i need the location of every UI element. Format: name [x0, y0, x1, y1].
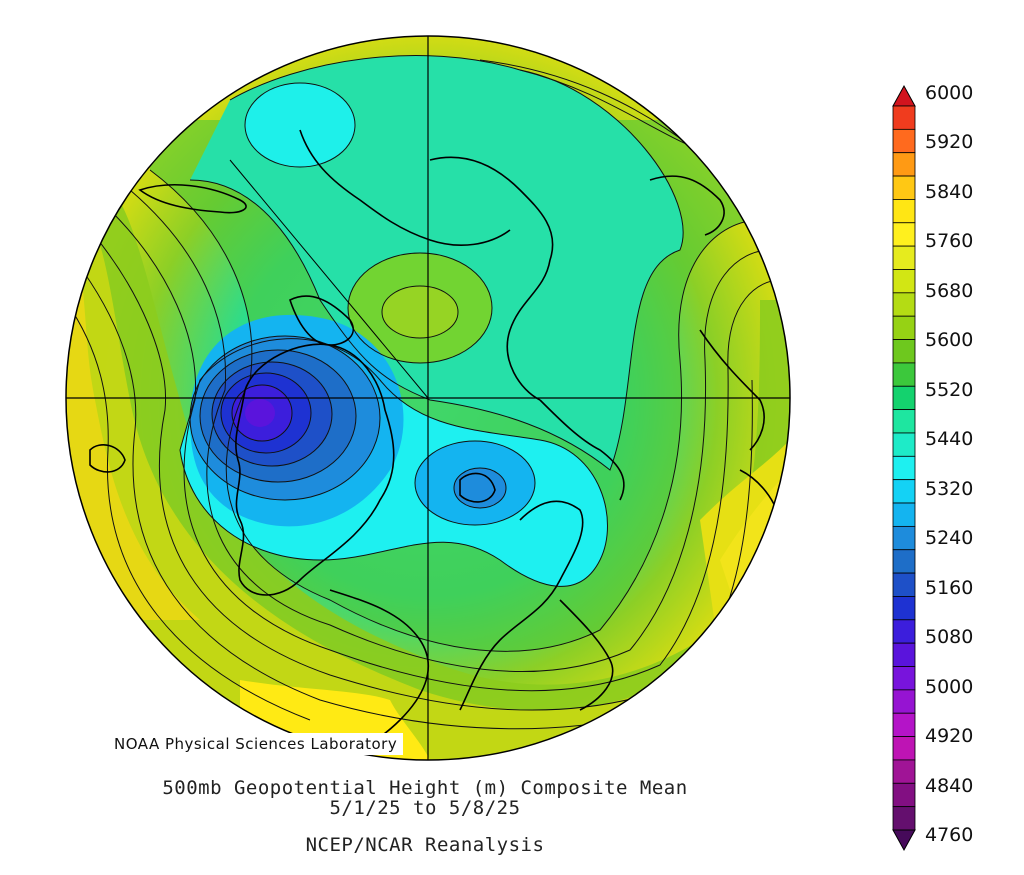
colorbar-bottom-arrow: [892, 829, 916, 852]
colorbar-tick-label: 6000: [925, 82, 974, 104]
colorbar-swatch: [892, 222, 916, 247]
colorbar-swatch: [892, 642, 916, 667]
colorbar-tick-label: 5000: [925, 675, 974, 698]
colorbar-tick-label: 5160: [925, 576, 974, 599]
map-border: [65, 35, 791, 761]
colorbar-swatch: [892, 712, 916, 737]
credit-label: NOAA Physical Sciences Laboratory: [108, 733, 404, 755]
colorbar-tick-label: 5440: [925, 428, 974, 451]
colorbar-swatch: [892, 689, 916, 714]
colorbar-tick-label: 5840: [925, 180, 974, 203]
colorbar-swatch: [892, 105, 916, 130]
colorbar-swatch: [892, 175, 916, 200]
colorbar-swatch: [892, 292, 916, 317]
colorbar-tick-label: 5520: [925, 378, 974, 401]
colorbar-swatch: [892, 782, 916, 808]
colorbar-swatch: [892, 339, 916, 364]
colorbar-tick-label: 4840: [925, 774, 974, 797]
title-line-2: 5/1/25 to 5/8/25: [329, 797, 521, 819]
colorbar-swatch: [892, 666, 916, 691]
colorbar-swatch: [892, 549, 916, 574]
colorbar-swatch: [892, 619, 916, 644]
colorbar-tick-label: 5320: [925, 477, 974, 500]
colorbar-tick-label: 4920: [925, 725, 974, 748]
colorbar-swatch: [892, 572, 916, 597]
colorbar-swatch: [892, 362, 916, 387]
colorbar-swatch: [892, 806, 916, 831]
colorbar-tick-label: 5680: [925, 279, 974, 302]
title-line-1: 500mb Geopotential Height (m) Composite …: [162, 777, 688, 799]
colorbar-tick-label: 5920: [925, 131, 974, 154]
colorbar-swatch: [892, 525, 916, 551]
colorbar-tick-label: 4760: [925, 824, 974, 846]
colorbar-tick-label: 5240: [925, 527, 974, 550]
colorbar-swatch: [892, 128, 916, 154]
colorbar-swatch: [892, 479, 916, 504]
colorbar-swatch: [892, 409, 916, 434]
colorbar-swatch: [892, 199, 916, 224]
colorbar-swatch: [892, 269, 916, 294]
colorbar: [892, 84, 916, 852]
title-line-3: NCEP/NCAR Reanalysis: [305, 834, 545, 856]
colorbar-swatch: [892, 315, 916, 340]
colorbar-swatch: [892, 736, 916, 761]
colorbar-tick-label: 5080: [925, 626, 974, 649]
colorbar-swatch: [892, 759, 916, 784]
colorbar-top-arrow: [892, 84, 916, 107]
colorbar-tick-label: 5600: [925, 329, 974, 352]
colorbar-swatch: [892, 385, 916, 411]
colorbar-swatch: [892, 432, 916, 457]
colorbar-swatch: [892, 245, 916, 270]
colorbar-tick-label: 5760: [925, 230, 974, 253]
colorbar-swatch: [892, 152, 916, 177]
colorbar-swatch: [892, 455, 916, 481]
colorbar-swatch: [892, 596, 916, 621]
height-field: [66, 36, 790, 760]
colorbar-swatch: [892, 502, 916, 527]
